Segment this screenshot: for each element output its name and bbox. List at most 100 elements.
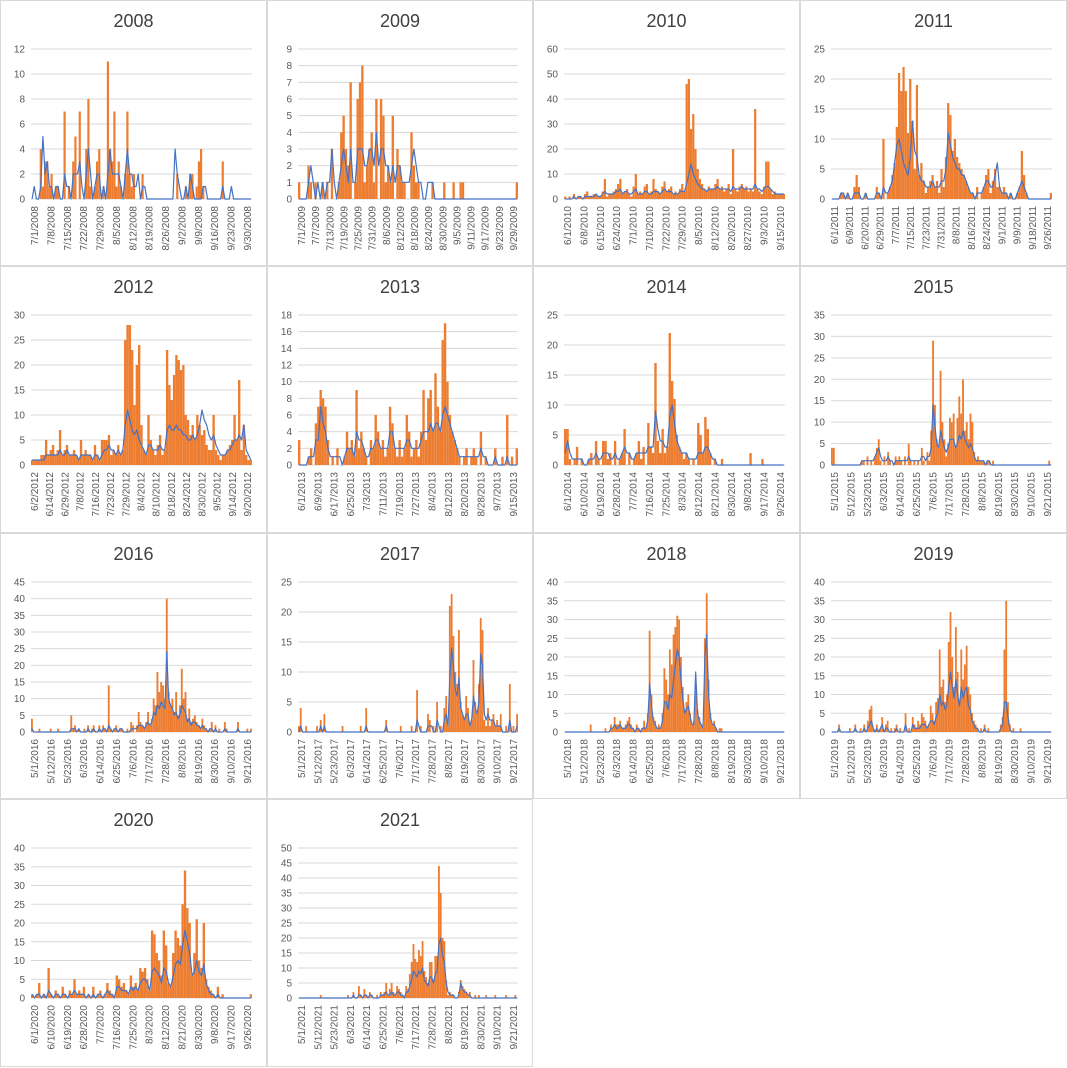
x-tick-label: 9/20/2012 <box>243 472 254 517</box>
bar <box>446 381 449 465</box>
x-tick-label: 8/8/2018 <box>711 739 722 778</box>
bar <box>931 175 934 199</box>
bar <box>65 445 69 465</box>
bar <box>765 161 768 199</box>
bar <box>731 149 735 199</box>
bar <box>384 456 387 465</box>
bar <box>468 726 471 732</box>
bar <box>307 456 310 465</box>
bar <box>430 962 433 998</box>
bar <box>776 194 779 199</box>
bar <box>44 161 47 199</box>
bar <box>403 448 406 465</box>
bar <box>564 429 567 465</box>
bar <box>751 191 755 199</box>
x-tick-label: 7/28/2015 <box>961 472 972 517</box>
bar <box>900 91 903 199</box>
bar <box>210 722 213 732</box>
bar <box>67 186 70 199</box>
y-tick-label: 45 <box>14 578 26 589</box>
bar <box>314 182 317 199</box>
bar <box>382 115 385 199</box>
bar <box>31 994 34 998</box>
bar <box>698 717 701 732</box>
bar <box>197 725 200 732</box>
bar <box>394 995 397 998</box>
x-tick-label: 5/23/2016 <box>63 739 74 784</box>
x-tick-label: 7/6/2016 <box>128 739 139 778</box>
chart-svg: 0 5 10 15 20 25 30 35 40 45 5/1/2016 5/12/2016 5/23/… <box>14 578 254 784</box>
x-tick-label: 8/8/2021 <box>444 1005 455 1044</box>
bar <box>587 459 591 465</box>
bar <box>599 196 602 199</box>
bar <box>656 728 658 732</box>
bar <box>879 728 882 732</box>
x-tick-label: 7/28/2016 <box>161 739 172 784</box>
bar <box>103 994 107 998</box>
bar <box>368 149 371 199</box>
bar <box>718 189 721 199</box>
bar <box>410 726 413 732</box>
bar <box>962 175 965 199</box>
bar <box>205 445 208 465</box>
chart-panel-2013: 2013 0 2 4 6 8 10 12 14 16 18 6/1/2013 6/9/2013 6/17/… <box>267 266 533 533</box>
bar <box>564 196 567 199</box>
bar <box>41 186 44 199</box>
bar <box>357 448 361 465</box>
bar <box>674 191 677 199</box>
x-tick-label: 8/8/2019 <box>978 739 989 778</box>
y-tick-label: 5 <box>286 111 292 122</box>
bar <box>478 684 480 732</box>
x-tick-label: 8/6/2009 <box>382 206 393 245</box>
bar <box>691 724 693 732</box>
bar <box>246 728 249 732</box>
x-tick-label: 8/8/2016 <box>178 739 189 778</box>
x-tick-label: 6/25/2015 <box>912 472 923 517</box>
x-tick-label: 7/28/2021 <box>428 1005 439 1050</box>
bar <box>221 994 224 998</box>
y-tick-label: 0 <box>819 195 825 206</box>
bar <box>387 995 389 998</box>
bar <box>109 149 112 199</box>
bar <box>654 189 657 199</box>
bar <box>663 181 666 199</box>
x-tick-label: 8/26/2008 <box>161 206 172 251</box>
bar <box>182 365 185 465</box>
bar <box>358 82 362 199</box>
x-tick-label: 6/28/2014 <box>612 472 623 517</box>
bar <box>176 938 180 998</box>
y-tick-label: 7 <box>286 78 292 89</box>
x-tick-label: 8/12/2010 <box>711 206 722 251</box>
x-tick-label: 8/30/2017 <box>476 739 487 784</box>
bar <box>72 728 75 732</box>
y-tick-label: 0 <box>286 195 292 206</box>
bar <box>872 728 875 732</box>
bar <box>353 456 356 465</box>
x-tick-label: 5/12/2016 <box>46 739 57 784</box>
bar <box>698 179 702 199</box>
bar <box>326 182 329 199</box>
x-tick-label: 8/8/2017 <box>444 739 455 778</box>
y-tick-label: 15 <box>547 371 559 382</box>
x-tick-label: 8/21/2014 <box>711 472 722 517</box>
y-tick-label: 4 <box>286 128 292 139</box>
bar <box>154 455 157 465</box>
y-tick-label: 25 <box>547 311 559 322</box>
bar <box>44 440 48 465</box>
bar <box>855 175 858 199</box>
y-tick-label: 2 <box>286 444 292 455</box>
bar <box>505 726 508 732</box>
bar <box>780 194 783 199</box>
bar <box>82 986 86 998</box>
bar <box>375 99 378 199</box>
bar <box>111 161 114 199</box>
bar <box>470 720 473 732</box>
bar <box>947 443 949 465</box>
x-tick-label: 5/12/2021 <box>313 1005 324 1050</box>
bar <box>656 441 660 465</box>
bar <box>986 460 989 465</box>
bar <box>160 682 163 732</box>
bar <box>47 455 50 465</box>
bar <box>634 174 637 199</box>
y-tick-label: 15 <box>814 396 826 407</box>
